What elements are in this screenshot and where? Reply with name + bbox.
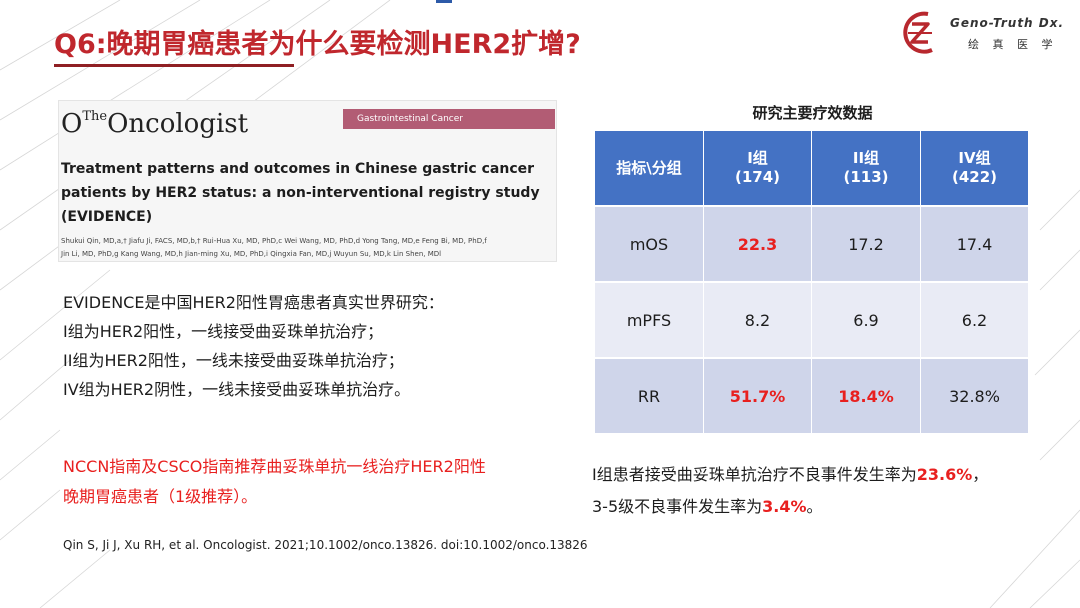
logo-mark-icon [903,11,933,54]
category-badge: Gastrointestinal Cancer [343,109,555,129]
top-accent-tab [436,0,452,3]
value-cell: 17.4 [921,207,1028,281]
logo-name-cn: 绘 真 医 学 [968,38,1058,51]
journal-name: OTheOncologist [61,109,249,139]
logo-name-en: Geno-Truth Dx. [950,16,1065,30]
header-cell-corner: 指标\分组 [595,131,703,205]
paper-authors: Shukui Qin, MD,a,† Jiafu Ji, FACS, MD,b,… [61,237,487,258]
evidence-description: EVIDENCE是中国HER2阳性胃癌患者真实世界研究： I组为HER2阳性，一… [63,288,543,404]
guideline-line: NCCN指南及CSCO指南推荐曲妥珠单抗一线治疗HER2阳性 [63,457,486,476]
value-cell: 6.9 [812,283,920,357]
value-cell: 32.8% [921,359,1028,433]
metric-cell: RR [595,359,703,433]
paper-header-image: OTheOncologist Gastrointestinal Cancer T… [58,100,557,262]
adverse-rate-value: 23.6% [916,465,973,484]
severe-adverse-rate-value: 3.4% [762,497,807,516]
evidence-line: EVIDENCE是中国HER2阳性胃癌患者真实世界研究： [63,293,444,312]
value-cell: 18.4% [812,359,920,433]
header-cell-group4: IV组 (422) [921,131,1028,205]
header-cell-group1: I组 (174) [704,131,811,205]
metric-cell: mPFS [595,283,703,357]
table-header-row: 指标\分组 I组 (174) II组 (113) IV组 (422) [595,131,1028,207]
table-row: mPFS 8.2 6.9 6.2 [595,283,1028,359]
evidence-line: IV组为HER2阴性，一线未接受曲妥珠单抗治疗。 [63,380,411,399]
evidence-line: II组为HER2阳性，一线未接受曲妥珠单抗治疗； [63,351,404,370]
table-row: mOS 22.3 17.2 17.4 [595,207,1028,283]
adverse-line: I组患者接受曲妥珠单抗治疗不良事件发生率为23.6%， [592,465,989,484]
brand-logo: Geno-Truth Dx. 绘 真 医 学 [898,8,1068,58]
value-cell: 8.2 [704,283,811,357]
value-cell: 22.3 [704,207,811,281]
value-cell: 51.7% [704,359,811,433]
adverse-line: 3-5级不良事件发生率为3.4%。 [592,497,823,516]
header-cell-group2: II组 (113) [812,131,920,205]
guideline-note: NCCN指南及CSCO指南推荐曲妥珠单抗一线治疗HER2阳性 晚期胃癌患者（1级… [63,452,563,512]
adverse-event-note: I组患者接受曲妥珠单抗治疗不良事件发生率为23.6%， 3-5级不良事件发生率为… [592,459,1052,523]
table-row: RR 51.7% 18.4% 32.8% [595,359,1028,435]
page-title: Q6:晚期胃癌患者为什么要检测HER2扩增? [54,29,581,60]
guideline-line: 晚期胃癌患者（1级推荐）。 [63,487,258,506]
table-title: 研究主要疗效数据 [752,104,873,122]
evidence-line: I组为HER2阳性，一线接受曲妥珠单抗治疗； [63,322,384,341]
value-cell: 6.2 [921,283,1028,357]
title-underline [54,64,294,67]
citation: Qin S, Ji J, Xu RH, et al. Oncologist. 2… [63,538,588,552]
value-cell: 17.2 [812,207,920,281]
metric-cell: mOS [595,207,703,281]
efficacy-table: 指标\分组 I组 (174) II组 (113) IV组 (422) mOS 22.3… [595,131,1028,435]
paper-title: Treatment patterns and outcomes in Chine… [61,161,540,225]
